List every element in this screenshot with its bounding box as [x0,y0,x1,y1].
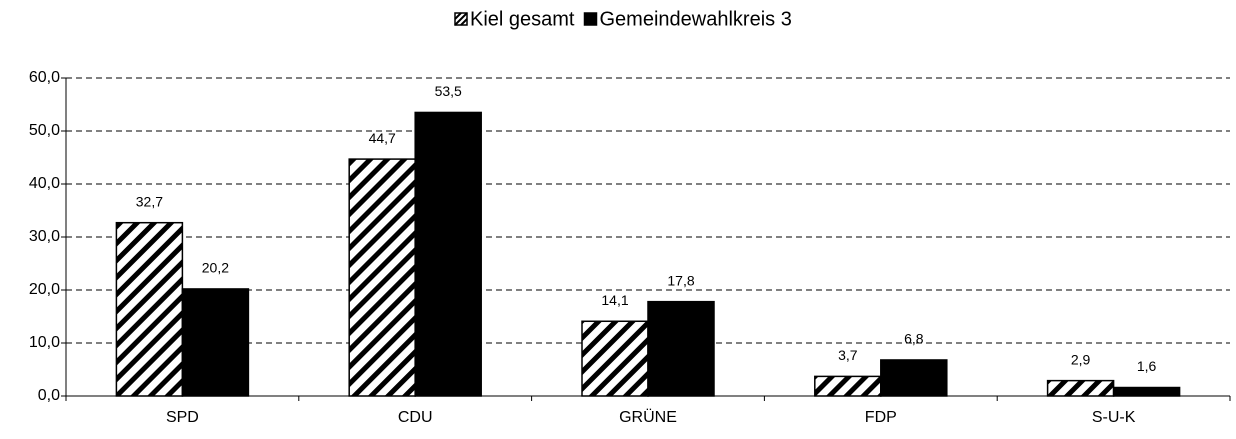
bar [581,320,649,397]
value-label: 32,7 [136,193,163,209]
bar [414,111,482,397]
value-label: 1,6 [1137,358,1157,374]
value-label: 20,2 [202,260,229,276]
bar [814,375,882,397]
legend-label: Gemeindewahlkreis 3 [600,8,792,30]
legend-label: Kiel gesamt [470,8,575,30]
y-tick-label: 60,0 [29,69,60,86]
bar [1112,386,1181,397]
value-label: 17,8 [667,272,694,288]
y-tick-label: 30,0 [29,228,60,245]
y-tick-label: 10,0 [29,334,60,351]
x-tick-label: CDU [398,409,433,426]
legend-swatch [583,12,598,26]
value-label: 53,5 [435,83,462,99]
y-tick-label: 20,0 [29,281,60,298]
value-label: 2,9 [1071,351,1091,367]
y-tick-label: 0,0 [38,387,60,404]
x-tick-label: FDP [865,409,897,426]
x-tick-label: SPD [166,409,199,426]
y-tick-label: 50,0 [29,122,60,139]
value-label: 44,7 [369,130,396,146]
legend-swatch-hatch [454,12,468,26]
value-label: 6,8 [904,331,924,347]
value-label: 3,7 [838,347,858,363]
bar [647,300,715,397]
bar [880,359,948,397]
bar [115,221,184,397]
bar [1046,379,1115,397]
y-tick-label: 40,0 [29,175,60,192]
bar [348,158,416,397]
x-tick-label: S-U-K [1092,409,1136,426]
value-label: 14,1 [601,292,628,308]
x-tick-label: GRÜNE [619,408,677,426]
bar [181,288,250,397]
